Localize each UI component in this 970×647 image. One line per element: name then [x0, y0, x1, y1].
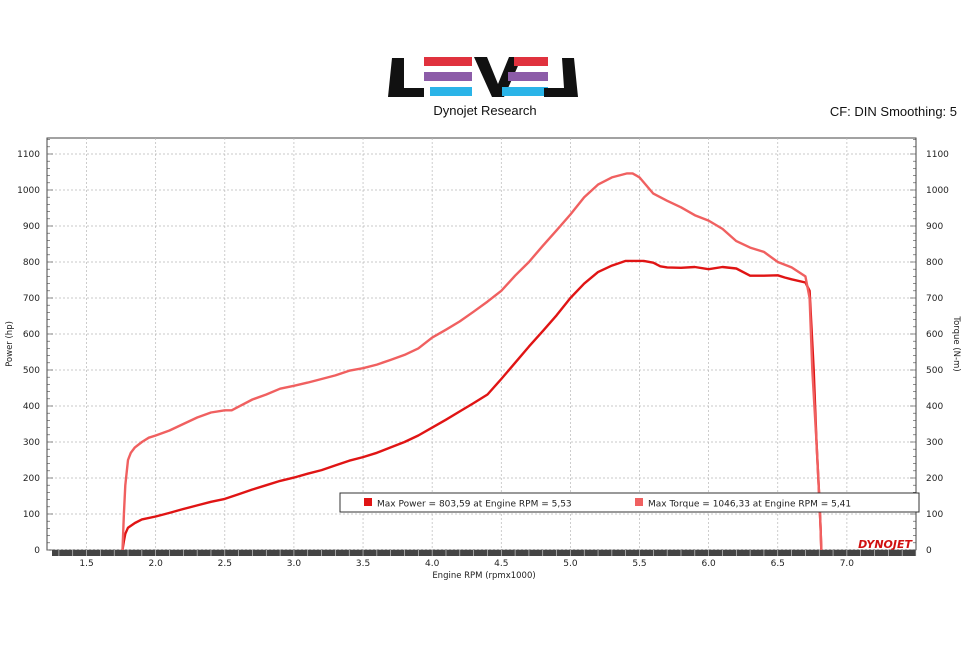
x-tick-label: 7.0	[840, 559, 855, 569]
series-line-torque	[121, 172, 823, 552]
y-tick-label-right: 1000	[926, 186, 949, 196]
y-tick-label-right: 400	[926, 402, 943, 412]
y-tick-label-right: 500	[926, 366, 943, 376]
y-tick-label-left: 1000	[17, 186, 40, 196]
x-tick-label: 4.0	[425, 559, 440, 569]
legend-label-torque: Max Torque = 1046,33 at Engine RPM = 5,4…	[648, 500, 851, 510]
x-tick-label: 6.5	[771, 559, 785, 569]
x-tick-label: 5.5	[632, 559, 646, 569]
legend-label-power: Max Power = 803,59 at Engine RPM = 5,53	[377, 500, 572, 510]
series-lines	[121, 172, 823, 552]
y-tick-label-left: 300	[23, 438, 40, 448]
y-tick-label-right: 1100	[926, 150, 949, 160]
y-tick-label-right: 100	[926, 510, 943, 520]
y-axis-title-right: Torque (N-m)	[951, 315, 961, 371]
legend: Max Power = 803,59 at Engine RPM = 5,53 …	[339, 492, 920, 513]
y-tick-label-right: 900	[926, 222, 943, 232]
x-tick-label: 3.5	[356, 559, 370, 569]
y-tick-label-right: 300	[926, 438, 943, 448]
y-tick-label-right: 800	[926, 258, 943, 268]
x-tick-label: 2.0	[149, 559, 164, 569]
x-axis-ticks: 1.5 2.0 2.5 3.0 3.5 4.0 4.5 5.0 5.5 6.0 6.5 7.0	[58, 550, 917, 569]
x-tick-label: 1.5	[79, 559, 93, 569]
company-name: Dynojet Research	[433, 103, 536, 118]
logo-stripe-red-1	[424, 57, 472, 66]
y-axis-title-left: Power (hp)	[5, 321, 15, 367]
y-tick-label-left: 400	[23, 402, 40, 412]
y-tick-label-left: 500	[23, 366, 40, 376]
y-tick-label-left: 600	[23, 330, 40, 340]
logo-stripe-blue-1	[430, 87, 472, 96]
series-line-power	[121, 259, 823, 552]
y-tick-label-right: 700	[926, 294, 943, 304]
y-tick-label-right: 200	[926, 474, 943, 484]
logo-stripe-blue-2	[502, 87, 548, 96]
level-logo	[388, 57, 578, 97]
legend-swatch-torque	[635, 498, 643, 506]
logo-letter-v	[474, 57, 522, 97]
x-tick-label: 4.5	[494, 559, 508, 569]
logo-letter-l-reversed	[544, 58, 578, 97]
y-tick-label-right: 600	[926, 330, 943, 340]
y-tick-label-right: 0	[926, 546, 932, 556]
logo-stripe-red-2	[514, 57, 548, 66]
logo-letter-l	[388, 58, 424, 97]
plot-area	[46, 137, 917, 551]
y-tick-label-left: 200	[23, 474, 40, 484]
legend-swatch-power	[364, 498, 372, 506]
x-tick-label: 5.0	[563, 559, 578, 569]
logo-stripe-purple-1	[424, 72, 472, 81]
dynojet-brand-mark: DYNOJET	[858, 538, 913, 551]
x-axis-bar	[52, 550, 916, 556]
y-tick-label-left: 700	[23, 294, 40, 304]
y-tick-label-left: 0	[34, 546, 40, 556]
x-tick-label: 6.0	[701, 559, 716, 569]
y-axis-ticks: 0 0 100 100 200 200 300 300 400 400 500 500 600 600 70…	[17, 139, 949, 556]
x-tick-label: 2.5	[218, 559, 232, 569]
y-tick-label-left: 900	[23, 222, 40, 232]
x-axis-title: Engine RPM (rpmx1000)	[432, 571, 535, 581]
x-tick-label: 3.0	[287, 559, 302, 569]
settings-text: CF: DIN Smoothing: 5	[830, 104, 957, 119]
y-tick-label-left: 800	[23, 258, 40, 268]
grid-lines	[47, 138, 916, 551]
y-tick-label-left: 1100	[17, 150, 40, 160]
y-tick-label-left: 100	[23, 510, 40, 520]
logo-stripe-purple-2	[508, 72, 548, 81]
legend-box	[339, 492, 920, 513]
